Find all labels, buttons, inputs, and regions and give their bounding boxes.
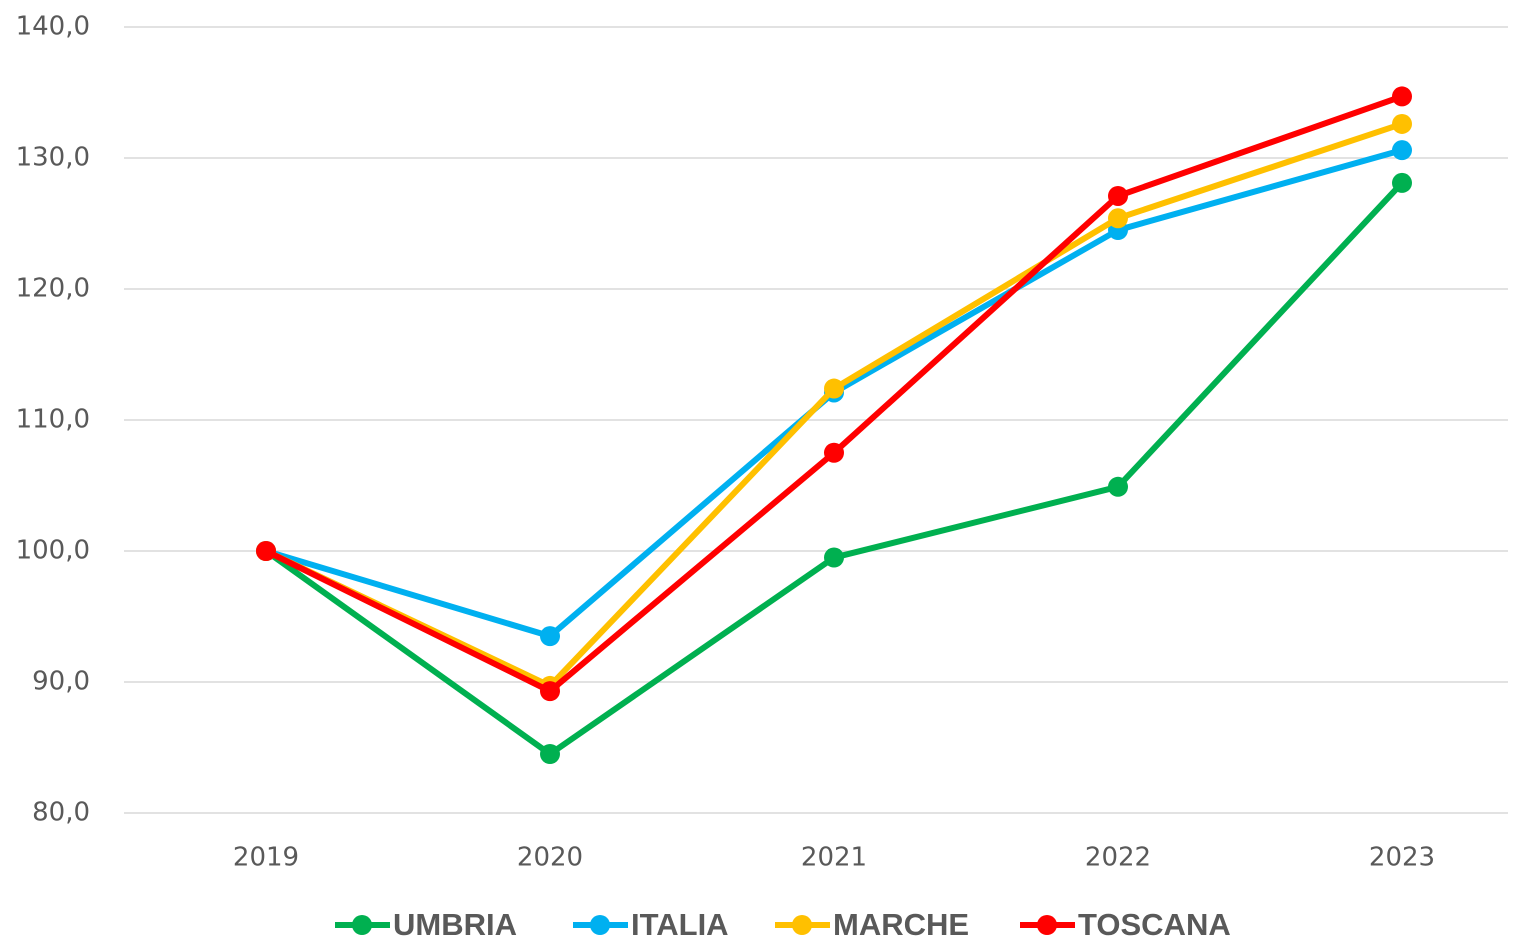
point <box>824 442 844 463</box>
legend-marker <box>352 915 372 935</box>
x-tick-label: 2023 <box>1369 843 1435 873</box>
point <box>1392 140 1412 161</box>
point <box>1392 86 1412 107</box>
x-tick-label: 2022 <box>1085 843 1151 873</box>
y-tick-label: 130,0 <box>16 143 90 173</box>
point <box>256 541 276 561</box>
point <box>1392 113 1412 134</box>
y-tick-label: 100,0 <box>16 536 90 566</box>
point <box>540 744 560 765</box>
point <box>540 681 560 702</box>
x-tick-label: 2019 <box>233 843 299 873</box>
y-tick-label: 80,0 <box>32 798 90 828</box>
x-tick-label: 2021 <box>801 843 867 873</box>
x-tick-label: 2020 <box>517 843 583 873</box>
point <box>824 378 844 399</box>
legend-label: MARCHE <box>833 907 969 940</box>
point <box>824 547 844 568</box>
legend-label: TOSCANA <box>1078 907 1231 940</box>
legend-label: UMBRIA <box>393 907 517 940</box>
legend-marker <box>1037 915 1057 935</box>
legend-marker <box>792 915 812 935</box>
point <box>1108 476 1128 497</box>
legend-marker <box>590 915 610 935</box>
point <box>1108 208 1128 229</box>
y-tick-label: 120,0 <box>16 274 90 304</box>
y-tick-label: 140,0 <box>16 12 90 42</box>
y-tick-label: 110,0 <box>16 405 90 435</box>
series-line <box>264 180 1405 758</box>
y-tick-label: 90,0 <box>32 667 90 697</box>
point <box>540 626 560 647</box>
legend-label: ITALIA <box>631 907 729 940</box>
point <box>1108 185 1128 206</box>
point <box>1392 172 1412 193</box>
